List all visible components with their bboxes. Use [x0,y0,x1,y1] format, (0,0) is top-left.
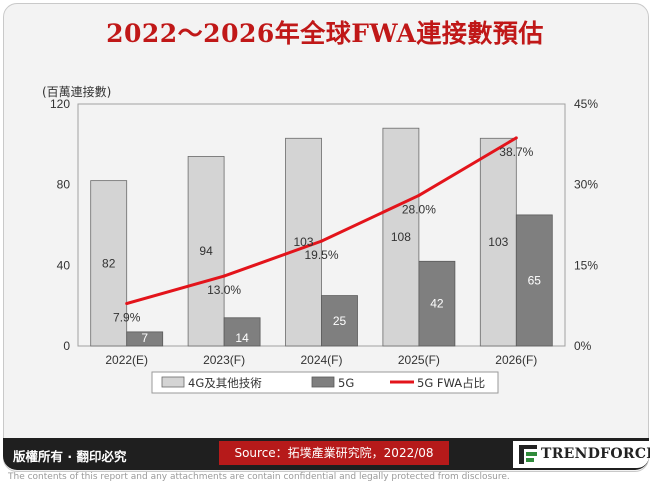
x-tick-label: 2025(F) [398,353,440,367]
bar-4g-other-2026(F) [479,137,517,347]
bar-5g-2025(F) [418,260,456,347]
legend-swatch-5g [311,376,335,388]
bar-5g-2024(F) [321,295,358,347]
chart: 2022(E) 2023(F) 2024(F) 2025(F) 2026(F) 0 40 80… [42,84,598,394]
legend-swatch-4g-other [161,376,185,388]
bar-4g-other-2022(E) [90,180,128,347]
line-value-label: 13.0% [207,283,241,297]
bar-5g-value-label: 7 [141,331,148,345]
bar-4g-other-value-label: 103 [293,235,313,249]
line-point-5g-fwa-share [417,193,421,197]
bar-5g-2026(F) [515,214,553,347]
bar-5g-2023(F) [223,317,261,347]
bar-4g-other-value-label: 108 [391,230,411,244]
bar-5g-2022(E) [126,331,164,347]
bar-4g-other-value-label: 82 [102,256,116,270]
legend-label-4g-other: 4G及其他技術 [188,376,262,390]
y-right-tick-label: 30% [574,178,598,192]
bar-5g-value-label: 65 [528,273,542,287]
trendforce-logo-icon [519,445,537,464]
x-tick-label: 2022(E) [105,353,148,367]
y-right-tick-label: 45% [574,97,598,111]
y-left-unit-label: (百萬連接數) [42,84,111,99]
x-tick-label: 2026(F) [495,353,537,367]
line-value-label: 19.5% [304,248,338,262]
x-tick-label: 2023(F) [203,353,245,367]
y-left-tick-label: 0 [63,339,70,353]
copyright-notice: 版權所有 · 翻印必究 [13,449,127,464]
y-left-tick-label: 40 [57,258,71,272]
footer-bar: 版權所有 · 翻印必究 Source：拓墣產業研究院，2022/08 TREND… [3,438,650,470]
y-left-tick-label: 120 [50,97,70,111]
bar-5g-value-label: 14 [235,331,249,345]
line-point-5g-fwa-share [222,274,226,278]
y-left-tick-label: 80 [57,178,71,192]
bar-5g-value-label: 42 [430,297,444,311]
bar-5g-value-label: 25 [333,314,347,328]
source-label: Source：拓墣產業研究院，2022/08 [219,441,449,465]
line-value-label: 28.0% [402,202,436,216]
line-value-label: 7.9% [113,311,141,325]
bar-4g-other-2023(F) [187,156,225,347]
legend-label-5g-fwa-share: 5G FWA占比 [417,376,485,390]
bar-4g-other-2025(F) [382,127,420,347]
line-point-5g-fwa-share [514,136,518,140]
line-point-5g-fwa-share [125,302,129,306]
bar-4g-other-value-label: 94 [199,244,213,258]
brand-name: TRENDFORCE [541,446,650,462]
x-tick-label: 2024(F) [300,353,342,367]
line-value-label: 38.7% [499,145,533,159]
line-point-5g-fwa-share [320,239,323,243]
bar-4g-other-value-label: 103 [488,235,508,249]
legend-label-5g: 5G [338,376,354,390]
y-right-tick-label: 15% [574,258,598,272]
brand-logo: TRENDFORCE [513,441,650,468]
disclaimer: The contents of this report and any atta… [8,472,510,482]
y-right-tick-label: 0% [574,339,592,353]
chart-title: 2022～2026年全球FWA連接數預估 [106,19,544,48]
